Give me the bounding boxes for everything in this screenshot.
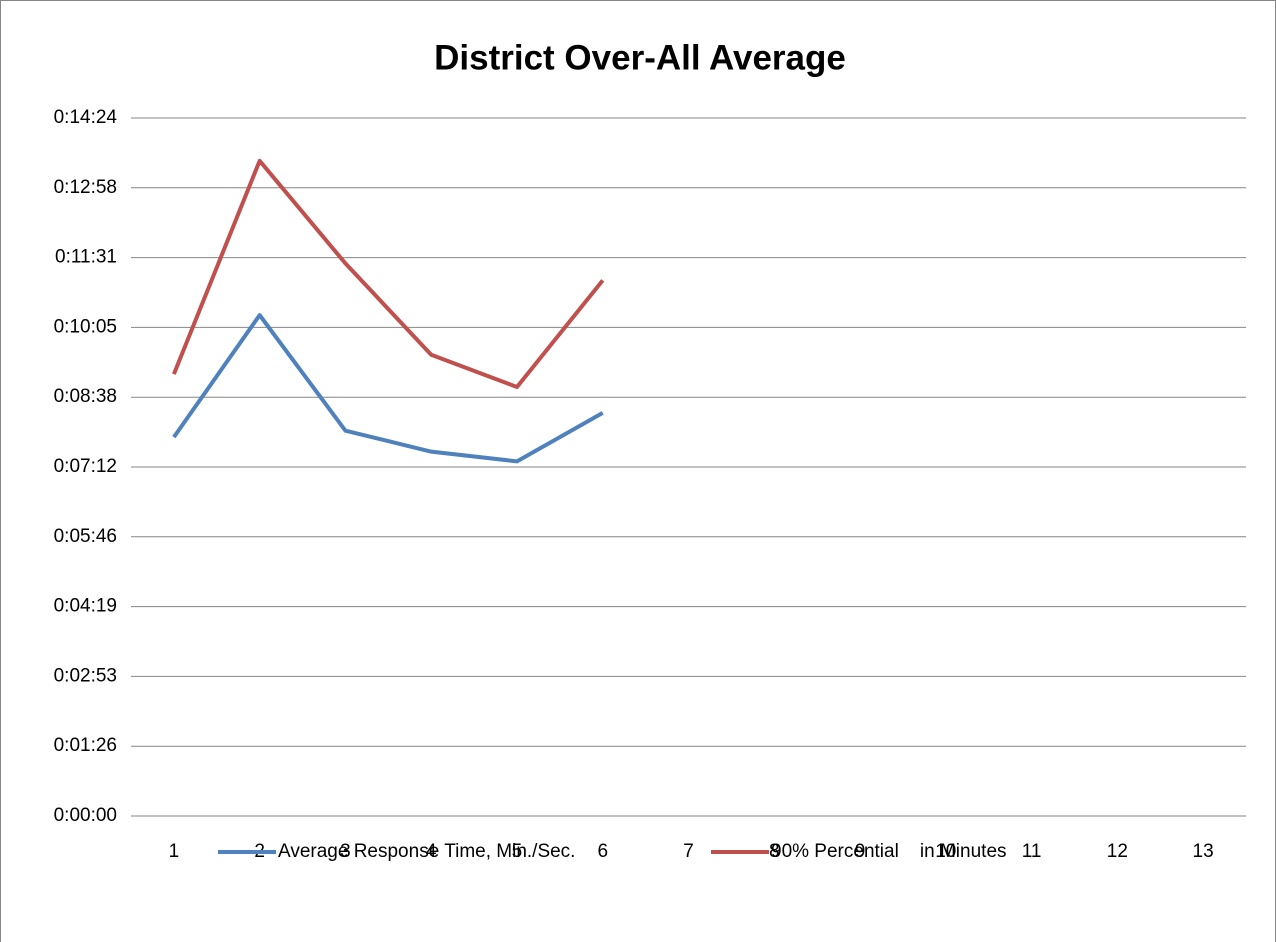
y-tick-label: 0:00:00 bbox=[54, 805, 117, 826]
x-tick-label: 11 bbox=[1022, 841, 1042, 862]
x-tick-label: 6 bbox=[597, 841, 608, 862]
chart-title: District Over-All Average bbox=[434, 38, 846, 77]
y-tick-label: 0:11:31 bbox=[55, 247, 117, 268]
y-tick-label: 0:05:46 bbox=[54, 526, 117, 547]
y-tick-label: 0:12:58 bbox=[54, 177, 117, 198]
legend-label: Average Response Time, Min./Sec. bbox=[278, 841, 575, 862]
y-tick-label: 0:01:26 bbox=[54, 735, 117, 756]
x-tick-label: 9 bbox=[855, 841, 866, 862]
x-tick-label: 13 bbox=[1193, 841, 1214, 862]
x-tick-label: 12 bbox=[1107, 841, 1128, 862]
x-tick-label: 8 bbox=[769, 841, 780, 862]
y-tick-label: 0:02:53 bbox=[54, 665, 117, 686]
y-tick-label: 0:08:38 bbox=[54, 386, 117, 407]
x-tick-label: 4 bbox=[426, 841, 437, 862]
y-tick-label: 0:14:24 bbox=[54, 107, 118, 128]
series-line bbox=[172, 313, 604, 464]
legend-label: 90% Percential in Minutes bbox=[771, 841, 1007, 862]
x-tick-label: 5 bbox=[512, 841, 523, 862]
y-tick-label: 0:04:19 bbox=[54, 596, 117, 617]
x-tick-label: 10 bbox=[935, 841, 956, 862]
x-tick-label: 1 bbox=[169, 841, 180, 862]
x-tick-label: 3 bbox=[340, 841, 351, 862]
series-line bbox=[172, 158, 605, 390]
y-tick-label: 0:07:12 bbox=[54, 456, 117, 477]
x-tick-label: 7 bbox=[683, 841, 694, 862]
y-tick-label: 0:10:05 bbox=[54, 316, 117, 337]
